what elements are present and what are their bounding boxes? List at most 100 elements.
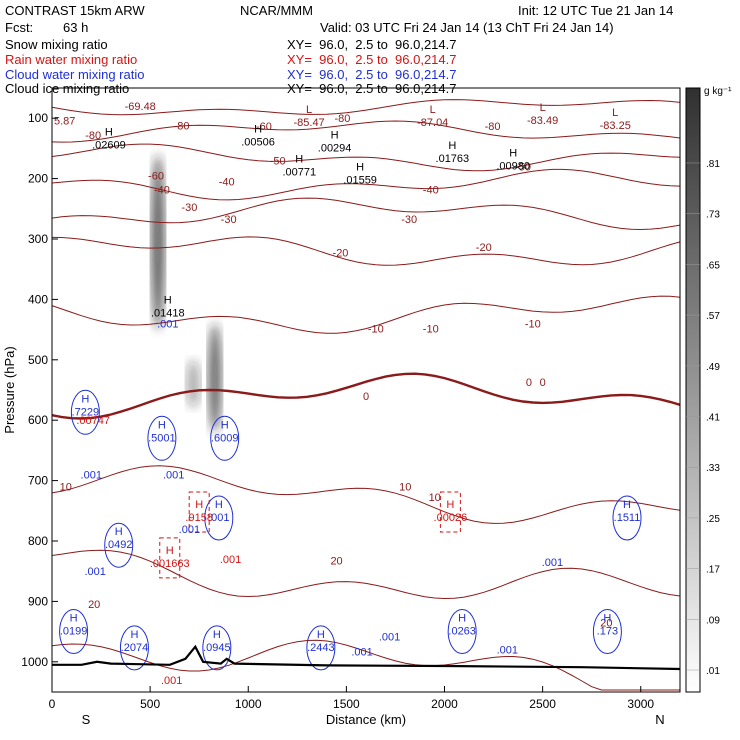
extremum-value-12: .00026 xyxy=(434,512,468,524)
contour-label-9: .001 xyxy=(379,631,400,643)
contour-label-4: .001 xyxy=(84,566,105,578)
colorbar-label-5: .41 xyxy=(706,413,720,424)
extremum-value-3: .00771 xyxy=(282,167,316,179)
extremum-kind-3: H xyxy=(295,154,303,166)
y-tick-label-400: 400 xyxy=(28,292,48,306)
center-label: NCAR/MMM xyxy=(240,3,313,18)
x-tick-label-3000: 3000 xyxy=(627,697,654,711)
contour-label-0: .001 xyxy=(157,319,178,331)
contour-label-5: .001 xyxy=(179,524,200,536)
extremum-kind-26: L xyxy=(612,107,618,119)
extremum-kind-23: L xyxy=(306,104,312,116)
valid-label: Valid: 03 UTC Fri 24 Jan 14 (13 ChT Fri … xyxy=(320,20,614,35)
temperature-label-25: 20 xyxy=(330,555,342,567)
temperature-contour--30 xyxy=(51,197,681,231)
extremum-kind-25: L xyxy=(540,102,546,114)
cloud-water-contour-3 xyxy=(104,522,134,568)
extremum-value-26: -83.25 xyxy=(600,120,631,132)
extremum-value-21: .001 xyxy=(208,512,229,524)
temperature-label-16: -10 xyxy=(368,323,384,335)
edge-value-1: -69.48 xyxy=(125,101,156,113)
contour-label-11: .001 xyxy=(497,645,518,657)
extremum-kind-5: H xyxy=(448,140,456,152)
x-tick-label-2500: 2500 xyxy=(529,697,556,711)
cloud-water-contour-8 xyxy=(447,609,477,655)
extremum-value-19: .0945 xyxy=(203,642,231,654)
snow-column-2 xyxy=(186,359,201,409)
temperature-label-18: -10 xyxy=(525,319,541,331)
extremum-kind-8: H xyxy=(81,393,89,405)
temperature-contour--40 xyxy=(51,168,681,201)
temperature-label-4: -80 xyxy=(485,121,501,133)
temperature-label-0: -80 xyxy=(85,130,101,142)
extremum-kind-21: H xyxy=(215,499,223,511)
cloud-water-contour-10 xyxy=(202,625,232,671)
cloud-water-contour-9 xyxy=(592,609,622,655)
temperature-label-13: -30 xyxy=(401,214,417,226)
temperature-label-8: -40 xyxy=(219,177,235,189)
extremum-value-23: -85.47 xyxy=(293,117,324,129)
temperature-label-21: 0 xyxy=(540,377,546,389)
temperature-label-12: -30 xyxy=(221,214,237,226)
temperature-label-7: -60 xyxy=(148,171,164,183)
extremum-kind-20: H xyxy=(166,545,174,557)
extremum-value-13: .1511 xyxy=(614,512,641,524)
temperature-label-15: -20 xyxy=(476,242,492,254)
extremum-value-8: .7229 xyxy=(72,406,100,418)
y-tick-label-900: 900 xyxy=(28,594,48,608)
field-xy-snow: XY= 96.0, 2.5 to 96.0,214.7 xyxy=(287,37,457,52)
x-tick-label-1000: 1000 xyxy=(235,697,262,711)
temperature-label-20: 0 xyxy=(526,377,532,389)
colorbar-label-3: .25 xyxy=(706,514,720,525)
extremum-kind-4: H xyxy=(356,161,364,173)
extremum-value-6: .00980 xyxy=(496,160,530,172)
temperature-label-10: -40 xyxy=(154,184,170,196)
extremum-value-14: .0199 xyxy=(60,626,88,638)
y-tick-label-600: 600 xyxy=(28,413,48,427)
edge-value-0: 5.87 xyxy=(54,116,75,128)
extremum-kind-2: H xyxy=(331,129,339,141)
rain-contour-2 xyxy=(188,491,210,533)
cloud-water-contour-1 xyxy=(147,415,177,461)
x-axis-title: Distance (km) xyxy=(326,712,406,727)
cloud-water-contour-0 xyxy=(70,389,100,435)
snow-column-1 xyxy=(207,323,222,433)
extremum-value-25: -83.49 xyxy=(527,115,558,127)
y-tick-label-100: 100 xyxy=(28,111,48,125)
extremum-kind-0: H xyxy=(105,126,113,138)
colorbar-label-7: .57 xyxy=(706,311,720,322)
extremum-kind-7: H xyxy=(164,294,172,306)
contour-label-1: .00747 xyxy=(76,415,110,427)
extremum-value-9: .5001 xyxy=(148,432,176,444)
temperature-contour-20 xyxy=(51,549,681,600)
y-axis-title: Pressure (hPa) xyxy=(2,346,17,433)
extremum-kind-12: H xyxy=(446,499,454,511)
temperature-label-6: -50 xyxy=(515,162,531,174)
extremum-kind-13: H xyxy=(623,499,631,511)
extremum-value-11: .0492 xyxy=(105,539,133,551)
extremum-kind-14: H xyxy=(70,613,78,625)
y-tick-label-700: 700 xyxy=(28,474,48,488)
contour-label-6: .001 xyxy=(220,554,241,566)
extremum-kind-24: L xyxy=(430,104,436,116)
contour-label-3: .001 xyxy=(163,470,184,482)
temperature-contour--10 xyxy=(51,295,681,334)
cloud-water-contour-5 xyxy=(59,609,89,655)
extremum-kind-6: H xyxy=(509,147,517,159)
temperature-label-11: -30 xyxy=(181,202,197,214)
extremum-value-2: .00294 xyxy=(318,142,352,154)
extremum-value-1: .00506 xyxy=(241,136,275,148)
contour-label-10: .001 xyxy=(351,647,372,659)
extremum-value-24: -87.04 xyxy=(417,117,448,129)
temperature-label-19: 0 xyxy=(363,391,369,403)
temperature-contour--50 xyxy=(51,143,681,172)
field-xy-rain: XY= 96.0, 2.5 to 96.0,214.7 xyxy=(287,52,457,67)
contour-label-8: .001 xyxy=(542,557,563,569)
cloud-water-contour-7 xyxy=(306,625,336,671)
extremum-value-7: .01418 xyxy=(151,307,185,319)
temperature-label-24: 10 xyxy=(429,492,441,504)
colorbar-label-0: .01 xyxy=(706,666,720,677)
terrain-line xyxy=(52,644,681,671)
colorbar-label-2: .17 xyxy=(706,565,720,576)
